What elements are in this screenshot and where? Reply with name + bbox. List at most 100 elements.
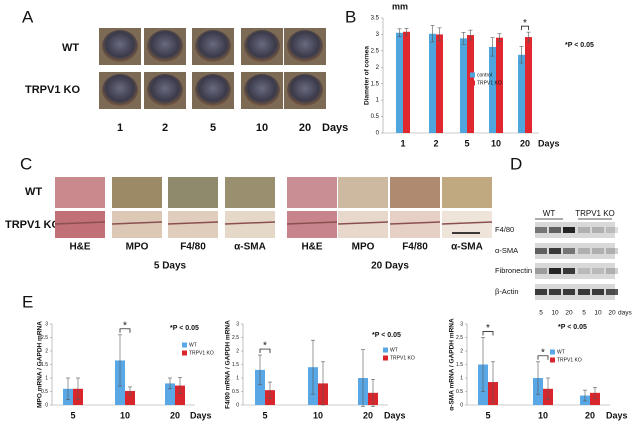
y-tick-label: 0 [376, 131, 380, 137]
stain-label: H&E [69, 242, 90, 253]
annotation: *P < 0.05 [170, 325, 199, 332]
group-label: WT [543, 209, 556, 218]
bar [429, 33, 436, 134]
blot-band [563, 289, 575, 295]
x-tick-label: 20 [585, 410, 595, 420]
y-tick-label: 0.5 [232, 389, 239, 395]
panel-label: B [345, 7, 356, 26]
bar [489, 46, 496, 133]
eye-photo [244, 30, 280, 62]
protein-label: α-SMA [495, 246, 518, 255]
blot-band [563, 227, 575, 233]
blot-band [535, 227, 547, 233]
histology-image [168, 177, 218, 208]
legend-label: TRPV1 KO [390, 355, 415, 361]
eye-photo [102, 30, 138, 62]
significance-bracket [482, 331, 494, 336]
y-tick-label: 0 [460, 402, 463, 408]
histology-image [112, 211, 162, 238]
y-tick-label: 1.5 [232, 362, 239, 368]
panel-label: D [510, 154, 522, 173]
panel-label: C [20, 154, 32, 173]
bar [255, 369, 265, 405]
bar [525, 37, 532, 133]
lane-label: 5 [539, 310, 543, 317]
blot-band [549, 289, 561, 295]
eye-photo [102, 74, 138, 106]
group-label: 5 Days [154, 261, 187, 272]
significance-bracket [119, 328, 131, 333]
lane-label: 5 [582, 310, 586, 317]
y-axis-label: F4/80 mRNA / GAPDH mRNA [225, 320, 232, 409]
y-tick-label: 1 [236, 375, 239, 381]
x-tick-label: 10 [491, 138, 501, 148]
stain-label: H&E [301, 242, 322, 253]
row-label: WT [62, 42, 79, 54]
y-tick-label: 0.5 [456, 389, 463, 395]
y-tick-label: 2.5 [456, 335, 463, 341]
x-tick-label: 20 [363, 410, 373, 420]
x-tick-label: 5 [70, 410, 75, 420]
blot-band [606, 289, 618, 295]
y-tick-label: 2 [45, 348, 48, 354]
stain-label: MPO [126, 242, 149, 253]
tissue-edge [441, 221, 493, 225]
y-tick-label: 3 [460, 321, 463, 327]
bar [590, 392, 600, 405]
y-axis-label: Diameter of cornea [364, 46, 371, 105]
eye-photo [287, 30, 323, 62]
protein-label: β-Actin [495, 287, 519, 296]
x-tick-label: 5 [262, 410, 267, 420]
lane-label: 20 [608, 310, 616, 317]
histology-image [287, 177, 337, 208]
row-label: TRPV1 KO [25, 84, 80, 96]
histology-image [55, 211, 105, 238]
histology-image [287, 211, 337, 238]
y-tick-label: 1.5 [41, 362, 48, 368]
y-tick-label: 1.5 [456, 362, 463, 368]
x-label: Days [322, 122, 348, 134]
legend-swatch [470, 72, 475, 78]
y-tick-label: 2 [460, 348, 463, 354]
bar [403, 31, 410, 133]
stain-label: MPO [352, 242, 375, 253]
significance-label: * [523, 18, 527, 29]
tissue-edge [54, 221, 106, 225]
y-tick-label: 2 [376, 65, 380, 71]
legend-label: control [477, 72, 492, 78]
protein-label: F4/80 [495, 225, 514, 234]
y-tick-label: 3 [376, 32, 380, 38]
blot-band [549, 227, 561, 233]
bar [436, 34, 443, 133]
panel-label: E [22, 292, 33, 311]
lane-label: 10 [594, 310, 602, 317]
tissue-edge [286, 221, 338, 225]
significance-label: * [263, 341, 267, 352]
blot-band [563, 248, 575, 254]
legend-label: TRPV1 KO [477, 80, 502, 86]
legend-swatch [383, 355, 388, 361]
bar [165, 383, 175, 405]
annotation: *P < 0.05 [558, 324, 587, 331]
x-tick-label: 1 [400, 138, 405, 148]
tissue-edge [224, 221, 276, 225]
blot-band [578, 227, 590, 233]
histology-image [390, 211, 440, 238]
histology-image [338, 211, 388, 238]
y-tick-label: 1.5 [371, 81, 380, 87]
x-tick-label: 5 [464, 138, 469, 148]
y-tick-label: 2.5 [41, 335, 48, 341]
stain-label: F4/80 [180, 242, 206, 253]
tissue-edge [111, 221, 163, 225]
bar [496, 37, 503, 133]
y-tick-label: 2.5 [232, 335, 239, 341]
y-unit: mm [392, 1, 408, 11]
significance-label: * [541, 347, 545, 358]
column-label: 10 [256, 122, 268, 134]
row-label: WT [25, 186, 42, 198]
x-tick-label: 5 [485, 410, 490, 420]
group-label: 20 Days [371, 261, 409, 272]
lane-label: 10 [551, 310, 559, 317]
y-tick-label: 1 [460, 375, 463, 381]
